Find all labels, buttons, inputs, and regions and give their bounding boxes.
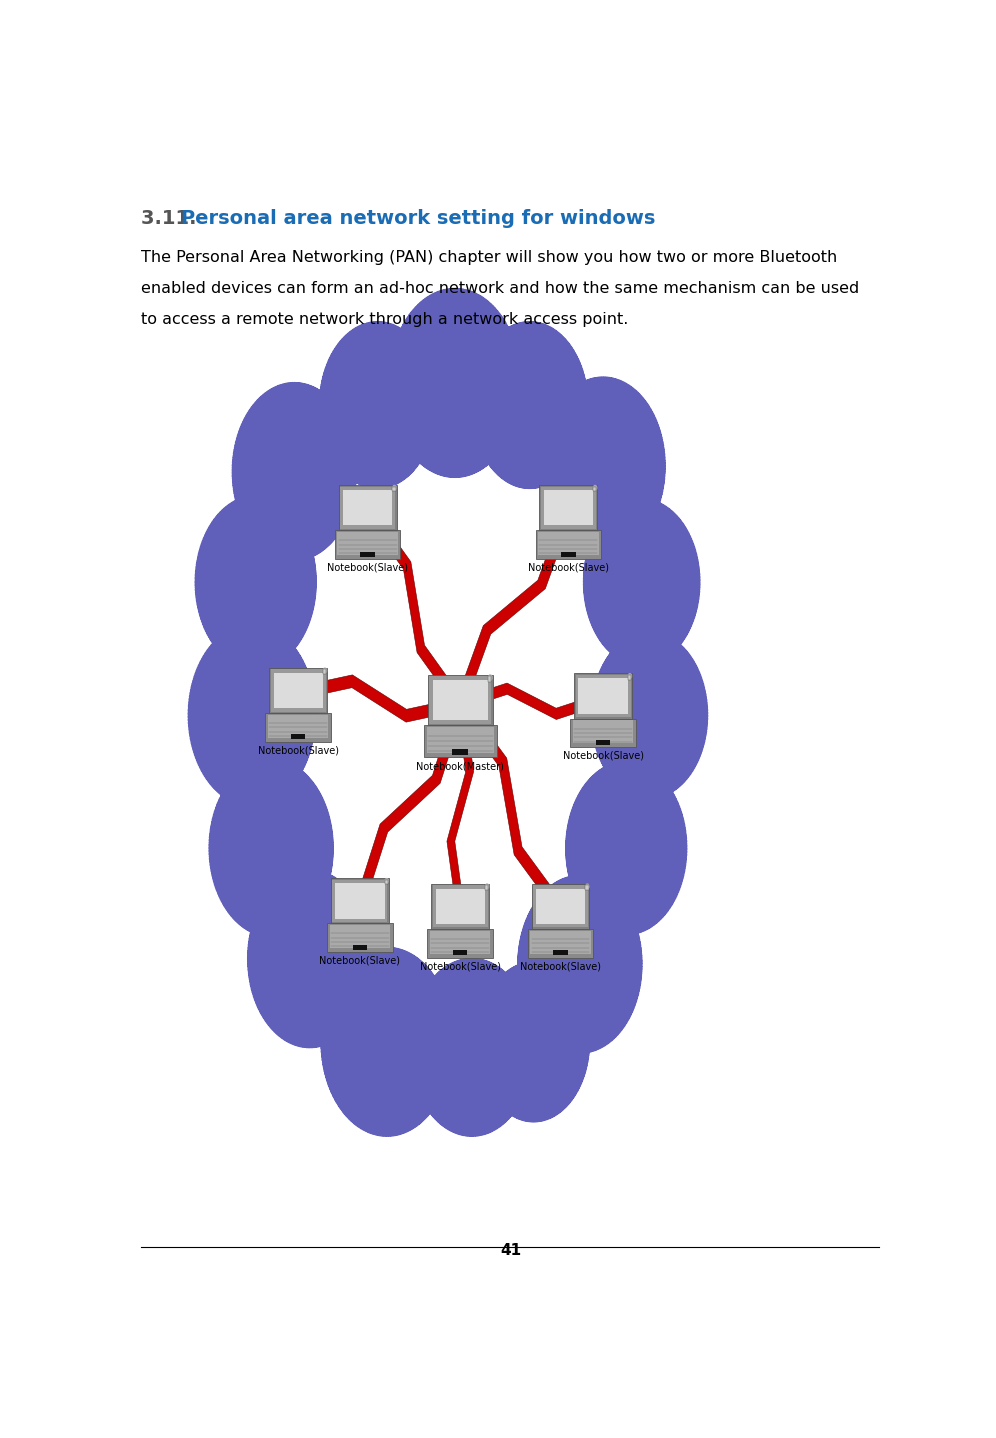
- Bar: [426, 728, 494, 754]
- Bar: [579, 679, 627, 713]
- Bar: [269, 667, 327, 713]
- Bar: [433, 680, 488, 720]
- Text: The Personal Area Networking (PAN) chapter will show you how two or more Bluetoo: The Personal Area Networking (PAN) chapt…: [141, 250, 838, 265]
- Text: Notebook(Slave): Notebook(Slave): [320, 956, 400, 966]
- Text: enabled devices can form an ad-hoc network and how the same mechanism can be use: enabled devices can form an ad-hoc netwo…: [141, 280, 860, 296]
- Bar: [488, 676, 491, 682]
- Bar: [331, 879, 388, 923]
- Bar: [361, 552, 374, 557]
- Bar: [291, 735, 306, 739]
- Bar: [336, 883, 384, 919]
- Bar: [485, 886, 488, 890]
- Bar: [586, 886, 589, 890]
- Bar: [541, 486, 596, 529]
- Bar: [323, 669, 326, 674]
- Bar: [338, 532, 397, 555]
- Circle shape: [488, 674, 492, 680]
- Bar: [384, 880, 387, 884]
- Bar: [531, 930, 591, 953]
- Bar: [532, 884, 590, 929]
- Bar: [536, 889, 586, 925]
- Bar: [554, 951, 568, 955]
- Bar: [340, 486, 395, 529]
- Bar: [327, 923, 392, 952]
- Bar: [453, 951, 467, 955]
- Bar: [392, 486, 395, 492]
- Text: 3.11.: 3.11.: [141, 209, 204, 229]
- Bar: [435, 889, 485, 925]
- Bar: [268, 715, 329, 738]
- Bar: [343, 490, 392, 525]
- Bar: [593, 486, 597, 492]
- Bar: [452, 749, 468, 755]
- Text: Notebook(Slave): Notebook(Slave): [563, 751, 643, 761]
- Bar: [431, 884, 489, 929]
- Bar: [427, 929, 493, 958]
- Bar: [528, 929, 594, 958]
- Bar: [271, 670, 326, 712]
- Polygon shape: [364, 506, 464, 707]
- Text: Notebook(Slave): Notebook(Slave): [258, 745, 339, 755]
- Text: to access a remote network through a network access point.: to access a remote network through a net…: [141, 312, 628, 326]
- Bar: [428, 674, 493, 725]
- Circle shape: [586, 884, 589, 889]
- Circle shape: [594, 486, 597, 490]
- Bar: [575, 673, 631, 719]
- Bar: [423, 725, 497, 758]
- Polygon shape: [298, 674, 460, 722]
- Bar: [430, 930, 490, 953]
- Polygon shape: [357, 700, 464, 907]
- Polygon shape: [456, 700, 565, 913]
- Bar: [627, 674, 630, 680]
- Bar: [330, 925, 390, 948]
- Bar: [339, 485, 396, 531]
- Text: Notebook(Slave): Notebook(Slave): [327, 562, 408, 572]
- Text: Notebook(Master): Notebook(Master): [416, 761, 504, 771]
- Bar: [353, 945, 368, 949]
- Circle shape: [392, 486, 396, 490]
- Bar: [571, 719, 635, 748]
- Polygon shape: [460, 683, 604, 719]
- Bar: [576, 674, 630, 718]
- Bar: [561, 552, 576, 557]
- Circle shape: [385, 879, 388, 883]
- Bar: [596, 739, 611, 745]
- Bar: [432, 886, 488, 928]
- Bar: [274, 673, 323, 707]
- Text: Notebook(Slave): Notebook(Slave): [520, 962, 602, 972]
- Bar: [573, 720, 633, 743]
- Text: 41: 41: [500, 1242, 521, 1258]
- Circle shape: [324, 669, 327, 673]
- Polygon shape: [447, 705, 474, 909]
- Bar: [544, 490, 593, 525]
- Bar: [335, 531, 400, 559]
- Text: Personal area network setting for windows: Personal area network setting for window…: [181, 209, 655, 229]
- Circle shape: [628, 674, 631, 679]
- Bar: [533, 886, 589, 928]
- Bar: [333, 880, 387, 922]
- Circle shape: [485, 884, 489, 889]
- Bar: [536, 531, 602, 559]
- Bar: [540, 485, 598, 531]
- Text: Notebook(Slave): Notebook(Slave): [528, 562, 609, 572]
- Bar: [265, 713, 331, 742]
- Text: Notebook(Slave): Notebook(Slave): [419, 962, 501, 972]
- Bar: [538, 532, 599, 555]
- Polygon shape: [456, 506, 572, 709]
- Bar: [429, 676, 491, 723]
